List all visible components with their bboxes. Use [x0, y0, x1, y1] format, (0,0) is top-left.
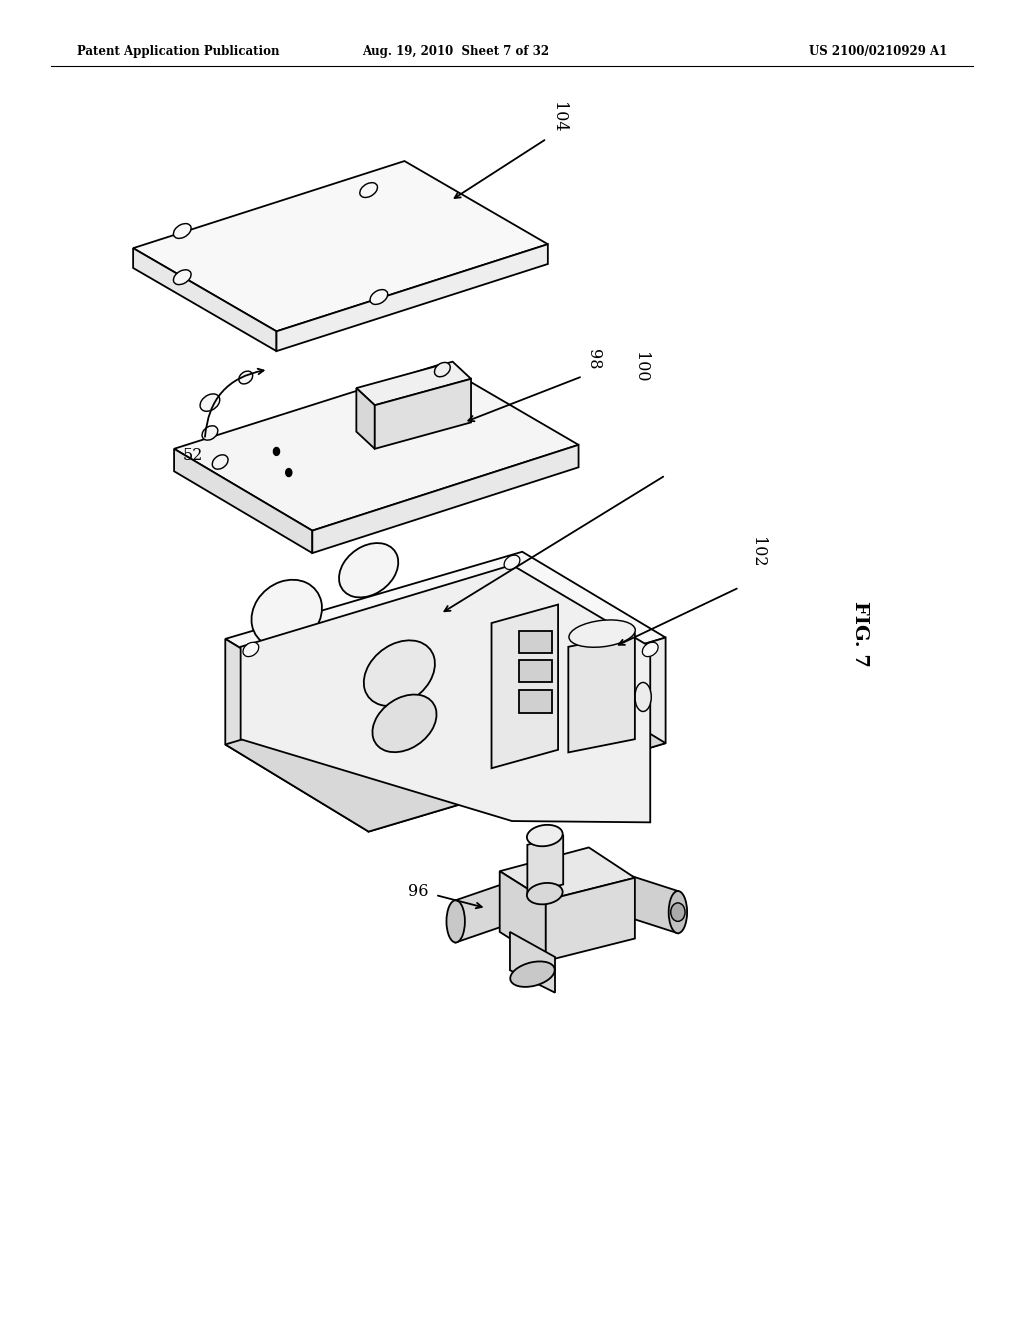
Polygon shape [519, 660, 552, 682]
Polygon shape [456, 884, 502, 942]
Polygon shape [510, 932, 555, 993]
Polygon shape [500, 847, 635, 900]
Polygon shape [527, 836, 563, 894]
Ellipse shape [373, 694, 436, 752]
Polygon shape [633, 876, 678, 933]
Polygon shape [519, 690, 552, 713]
Polygon shape [519, 631, 552, 653]
Polygon shape [546, 878, 635, 961]
Ellipse shape [173, 269, 191, 285]
Polygon shape [225, 552, 666, 726]
Ellipse shape [339, 543, 398, 598]
Polygon shape [492, 605, 558, 768]
Polygon shape [225, 639, 369, 832]
Ellipse shape [359, 182, 378, 198]
Ellipse shape [527, 825, 562, 846]
Ellipse shape [200, 393, 220, 412]
Text: 96: 96 [408, 883, 428, 899]
Circle shape [273, 447, 280, 455]
Ellipse shape [370, 289, 388, 305]
Ellipse shape [373, 719, 389, 733]
Ellipse shape [669, 891, 687, 933]
Ellipse shape [434, 363, 451, 376]
Polygon shape [276, 244, 548, 351]
Polygon shape [174, 364, 579, 531]
Polygon shape [225, 656, 666, 832]
Polygon shape [174, 449, 312, 553]
Circle shape [286, 469, 292, 477]
Circle shape [671, 903, 685, 921]
Ellipse shape [635, 682, 651, 711]
Text: US 2100/0210929 A1: US 2100/0210929 A1 [809, 45, 947, 58]
Text: Aug. 19, 2010  Sheet 7 of 32: Aug. 19, 2010 Sheet 7 of 32 [362, 45, 549, 58]
Ellipse shape [239, 371, 253, 384]
Text: FIG. 7: FIG. 7 [851, 601, 869, 667]
Ellipse shape [642, 643, 658, 656]
Text: Patent Application Publication: Patent Application Publication [77, 45, 280, 58]
Ellipse shape [243, 643, 259, 656]
Ellipse shape [173, 223, 191, 239]
Polygon shape [133, 248, 276, 351]
Polygon shape [356, 362, 471, 405]
Polygon shape [375, 379, 471, 449]
Text: 102: 102 [750, 537, 766, 568]
Polygon shape [500, 871, 546, 961]
Text: 100: 100 [632, 352, 648, 383]
Polygon shape [369, 638, 666, 832]
Polygon shape [356, 388, 375, 449]
Ellipse shape [364, 640, 435, 706]
Ellipse shape [252, 579, 322, 648]
Ellipse shape [504, 556, 520, 569]
Polygon shape [133, 161, 548, 331]
Ellipse shape [569, 620, 635, 647]
Text: 104: 104 [550, 102, 566, 132]
Text: 98: 98 [586, 348, 602, 370]
Ellipse shape [446, 900, 465, 942]
Ellipse shape [527, 883, 562, 904]
Polygon shape [312, 445, 579, 553]
Text: 52: 52 [182, 447, 203, 463]
Ellipse shape [510, 961, 555, 987]
Ellipse shape [212, 455, 228, 469]
Ellipse shape [202, 426, 218, 440]
Polygon shape [241, 565, 650, 822]
Polygon shape [568, 634, 635, 752]
